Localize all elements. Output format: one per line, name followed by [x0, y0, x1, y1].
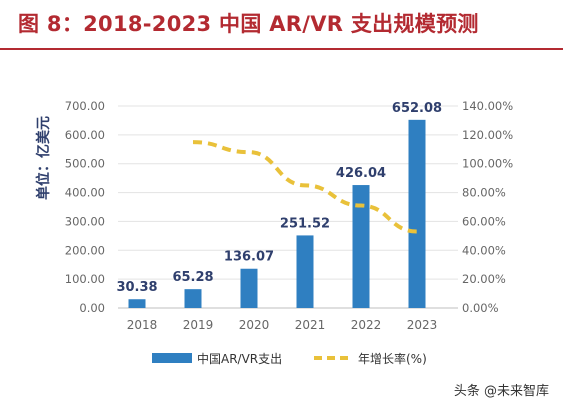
- legend-line-label: 年增长率(%): [358, 351, 427, 366]
- legend-bar-label: 中国AR/VR支出: [197, 351, 282, 366]
- data-label: 65.28: [172, 270, 213, 285]
- x-tick-label: 2023: [407, 318, 438, 332]
- data-label: 652.08: [392, 101, 442, 116]
- y-axis-title: 单位：亿美元: [35, 116, 52, 200]
- y2-tick-label: 0.00%: [462, 301, 499, 315]
- bars: [128, 119, 426, 309]
- y-tick-label: 300.00: [65, 214, 105, 228]
- y2-tick-label: 60.00%: [462, 214, 506, 228]
- x-tick-label: 2021: [295, 318, 326, 332]
- gridlines: [118, 105, 458, 309]
- y-tick-label: 100.00: [65, 272, 105, 286]
- x-tick-label: 2022: [351, 318, 382, 332]
- y2-tick-label: 40.00%: [462, 243, 506, 257]
- data-label: 136.07: [224, 250, 274, 265]
- y-tick-label: 600.00: [65, 128, 105, 142]
- y-axis-labels: 0.00 100.00 200.00 300.00 400.00 500.00 600.00…: [65, 99, 105, 315]
- y-tick-label: 0.00: [79, 301, 105, 315]
- x-tick-label: 2018: [127, 318, 158, 332]
- y2-tick-label: 80.00%: [462, 186, 506, 200]
- data-label: 30.38: [116, 280, 157, 295]
- x-tick-label: 2020: [239, 318, 270, 332]
- data-labels: 30.38 65.28 136.07 251.52 426.04 652.08: [116, 101, 442, 295]
- y-tick-label: 400.00: [65, 186, 105, 200]
- growth-line: [192, 140, 418, 234]
- y2-tick-label: 120.00%: [462, 128, 513, 142]
- legend: 中国AR/VR支出 年增长率(%): [152, 351, 427, 366]
- bar: [352, 185, 370, 308]
- y2-axis-labels: 0.00% 20.00% 40.00% 60.00% 80.00% 100.00% 120.…: [462, 99, 513, 315]
- watermark: 头条 @未来智库: [453, 384, 549, 399]
- bar: [128, 299, 146, 308]
- bar: [296, 235, 314, 308]
- y-tick-label: 700.00: [65, 99, 105, 113]
- bar: [240, 268, 258, 308]
- data-label: 251.52: [280, 216, 330, 231]
- y-tick-label: 500.00: [65, 157, 105, 171]
- title-divider: [0, 48, 563, 50]
- legend-bar-swatch: [152, 353, 192, 363]
- bar: [408, 119, 426, 309]
- x-tick-label: 2019: [183, 318, 214, 332]
- figure-title: 图 8：2018-2023 中国 AR/VR 支出规模预测: [18, 12, 479, 36]
- y2-tick-label: 140.00%: [462, 99, 513, 113]
- y2-tick-label: 20.00%: [462, 272, 506, 286]
- growth-line-path: [192, 140, 418, 234]
- x-axis-labels: 2018 2019 2020 2021 2022 2023: [127, 318, 438, 332]
- y-tick-label: 200.00: [65, 243, 105, 257]
- y2-tick-label: 100.00%: [462, 157, 513, 171]
- data-label: 426.04: [336, 166, 386, 181]
- bar: [184, 289, 202, 308]
